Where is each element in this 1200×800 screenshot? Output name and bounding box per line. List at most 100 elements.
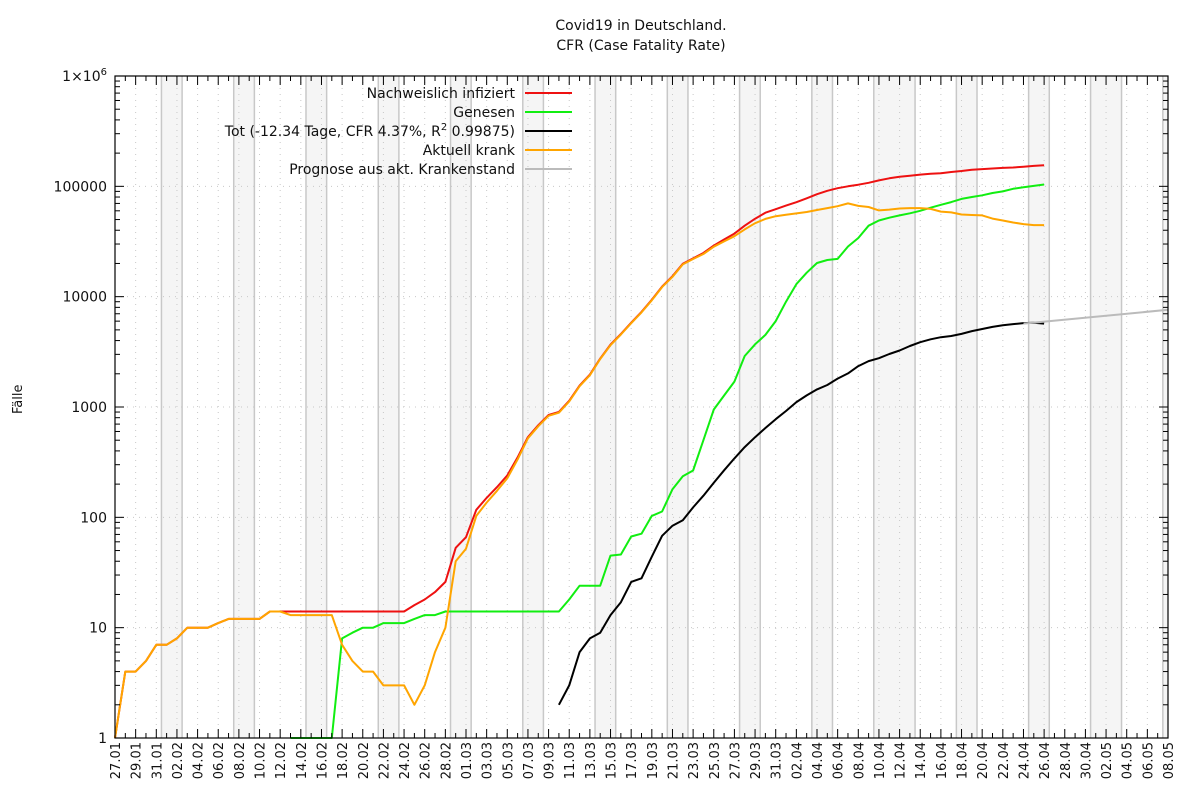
y-tick-label-text: 10000 [62,290,107,306]
x-tick-label: 31.03 [770,742,785,779]
x-tick-label: 29.01 [130,742,145,779]
weekend-band [233,76,255,738]
weekend-band [667,76,688,738]
x-tick-label: 02.02 [171,742,186,779]
x-tick-label: 02.04 [790,742,805,779]
y-tick-label-text: 1000 [71,400,107,416]
x-tick-label: 10.02 [254,742,269,779]
legend-label-0: Nachweislich infiziert [367,86,516,102]
y-axis-ticks: 1 10 100 1000 10000 100000 1×106 [54,67,1168,747]
weekend-band [450,76,472,738]
x-tick-label: 27.03 [728,742,743,779]
x-tick-label: 04.02 [192,742,207,779]
plot-frame [114,75,1169,739]
weekend-band [161,76,183,738]
y-tick-label: 1000 [71,400,107,416]
x-tick-label: 08.05 [1162,742,1177,779]
y-tick-label: 10 [89,621,107,637]
y-tick-label-exponent: 6 [101,67,107,78]
series-line-1 [290,183,1045,739]
x-tick-label: 06.04 [832,742,847,779]
x-tick-label: 23.03 [687,742,702,779]
y-tick-label: 1×106 [62,67,107,85]
x-tick-label: 18.02 [336,742,351,779]
x-tick-label: 24.02 [398,742,413,779]
x-tick-label: 12.04 [894,742,909,779]
y-tick-label-text: 100 [80,510,107,526]
series-lines [114,164,1169,739]
weekend-band [873,76,916,738]
x-tick-label: 04.04 [811,742,826,779]
weekend-band [811,76,833,738]
series-line-2 [558,321,1045,706]
x-tick-label: 26.04 [1038,742,1053,779]
x-tick-label: 28.04 [1059,742,1074,779]
x-tick-label: 20.04 [976,742,991,779]
y-tick-label: 1 [98,731,107,747]
legend-label-4: Prognose aus akt. Krankenstand [289,162,515,178]
x-tick-label: 18.04 [956,742,971,779]
legend-label-superscript: 2 [441,122,447,133]
x-tick-label: 09.03 [543,742,558,779]
weekend-bands [160,76,1168,738]
x-tick-label: 08.04 [852,742,867,779]
x-tick-label: 24.04 [1017,742,1032,779]
x-tick-label: 17.03 [625,742,640,779]
x-tick-label: 13.03 [584,742,599,779]
x-tick-label: 16.04 [935,742,950,779]
y-tick-label: 100000 [54,179,107,195]
x-tick-label: 25.03 [708,742,723,779]
x-tick-label: 26.02 [419,742,434,779]
x-tick-label: 05.03 [501,742,516,779]
x-tick-label: 28.02 [439,742,454,779]
x-tick-label: 14.02 [295,742,310,779]
weekend-band [1028,76,1050,738]
x-tick-label: 03.03 [481,742,496,779]
x-tick-label: 21.03 [666,742,681,779]
x-axis-ticks: 27.01 29.01 31.01 02.02 04.02 06.02 08.02 10.02… [109,76,1177,779]
x-tick-label: 01.03 [460,742,475,779]
weekend-band [305,76,327,738]
x-tick-label: 22.04 [997,742,1012,779]
y-tick-label: 100 [80,510,107,526]
x-tick-label: 08.02 [233,742,248,779]
x-tick-label: 20.02 [357,742,372,779]
x-tick-label: 06.02 [212,742,227,779]
x-tick-label: 10.04 [873,742,888,779]
weekend-band [522,76,544,738]
weekend-band [378,76,399,738]
weekend-band [956,76,978,738]
x-tick-label: 19.03 [646,742,661,779]
x-tick-label: 15.03 [605,742,620,779]
y-tick-label-text: 10 [89,621,107,637]
y-tick-label-text: 1 [98,731,107,747]
x-tick-label: 29.03 [749,742,764,779]
grid-lines [114,75,1169,739]
y-tick-label-text: 1×10 [62,69,100,85]
y-tick-label-text: 100000 [54,179,107,195]
legend-label-text: Tot (-12.34 Tage, CFR 4.37%, R [224,124,441,140]
weekend-band [739,76,761,738]
chart-subtitle: CFR (Case Fatality Rate) [556,38,726,54]
x-tick-label: 31.01 [150,742,165,779]
x-tick-label: 14.04 [914,742,929,779]
plot-border [114,75,1169,739]
x-tick-label: 02.05 [1100,742,1115,779]
legend-label-2: Tot (-12.34 Tage, CFR 4.37%, R2 0.99875) [224,122,515,140]
legend-label-tail: 0.99875) [447,124,515,140]
x-tick-label: 30.04 [1079,742,1094,779]
x-tick-label: 16.02 [315,742,330,779]
y-tick-label: 10000 [62,290,107,306]
x-tick-label: 22.02 [377,742,392,779]
x-tick-label: 07.03 [522,742,537,779]
weekend-band [595,76,616,738]
x-tick-label: 12.02 [274,742,289,779]
legend-label-1: Genesen [453,105,515,121]
legend-label-3: Aktuell krank [423,143,516,159]
series-line-4 [1023,308,1169,325]
x-tick-label: 04.05 [1121,742,1136,779]
x-tick-label: 11.03 [563,742,578,779]
chart-title: Covid19 in Deutschland. [555,18,727,34]
